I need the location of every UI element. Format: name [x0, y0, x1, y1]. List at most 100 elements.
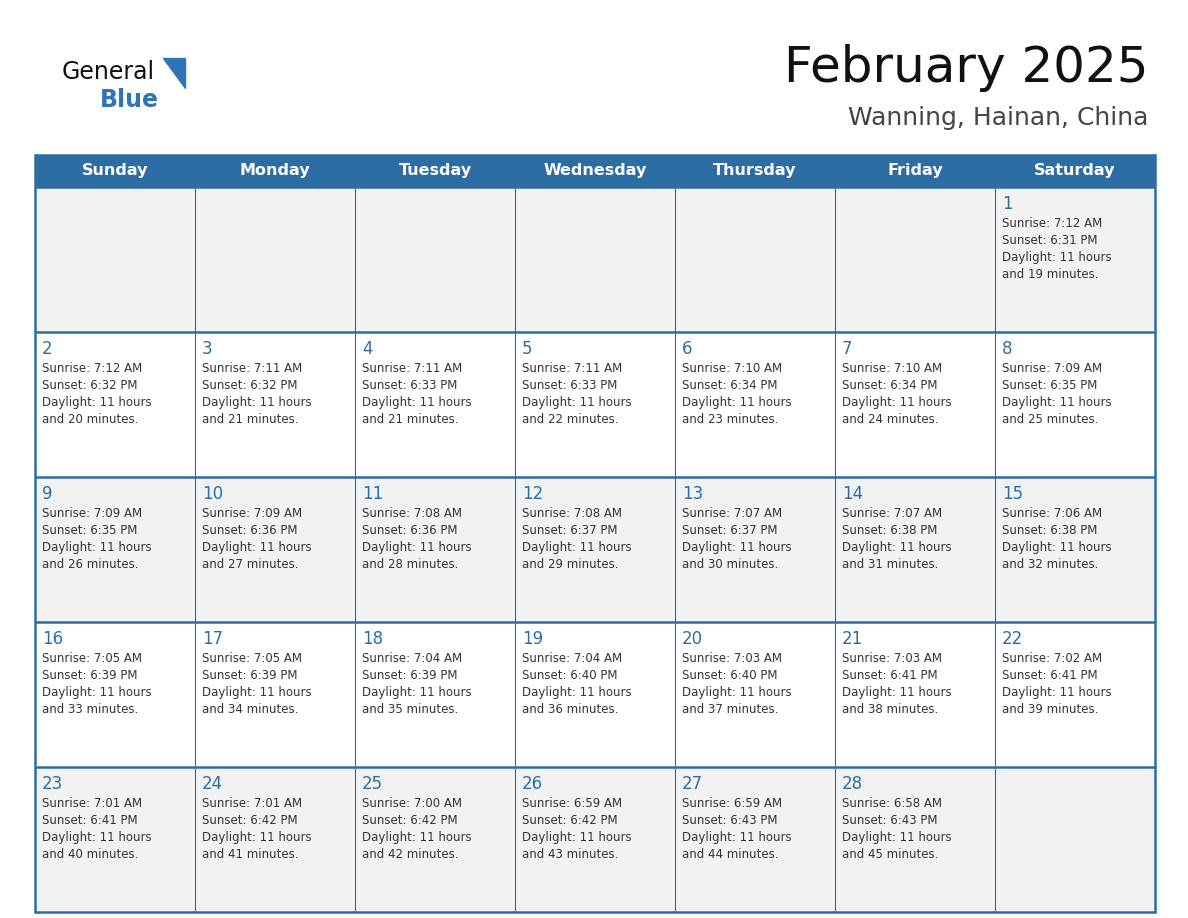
Text: 14: 14: [842, 485, 864, 503]
Text: Daylight: 11 hours: Daylight: 11 hours: [842, 541, 952, 554]
Text: and 26 minutes.: and 26 minutes.: [42, 558, 139, 571]
Text: Saturday: Saturday: [1035, 163, 1116, 178]
Text: Daylight: 11 hours: Daylight: 11 hours: [1001, 686, 1112, 699]
Text: and 19 minutes.: and 19 minutes.: [1001, 268, 1099, 281]
Text: Sunrise: 7:03 AM: Sunrise: 7:03 AM: [842, 652, 942, 665]
Text: Daylight: 11 hours: Daylight: 11 hours: [522, 541, 632, 554]
Text: Sunrise: 7:08 AM: Sunrise: 7:08 AM: [522, 507, 623, 520]
Text: Sunrise: 7:07 AM: Sunrise: 7:07 AM: [842, 507, 942, 520]
Text: and 28 minutes.: and 28 minutes.: [362, 558, 459, 571]
Bar: [34, 622, 1155, 767]
Text: Sunrise: 7:12 AM: Sunrise: 7:12 AM: [42, 362, 143, 375]
Text: Daylight: 11 hours: Daylight: 11 hours: [842, 686, 952, 699]
Text: Sunrise: 6:58 AM: Sunrise: 6:58 AM: [842, 797, 942, 810]
Text: Daylight: 11 hours: Daylight: 11 hours: [522, 831, 632, 844]
Text: Sunset: 6:42 PM: Sunset: 6:42 PM: [202, 814, 298, 827]
Text: and 30 minutes.: and 30 minutes.: [682, 558, 778, 571]
Bar: [34, 767, 1155, 912]
Text: Sunrise: 7:05 AM: Sunrise: 7:05 AM: [202, 652, 302, 665]
Text: Sunrise: 7:11 AM: Sunrise: 7:11 AM: [202, 362, 302, 375]
Text: Sunset: 6:34 PM: Sunset: 6:34 PM: [842, 379, 937, 392]
Text: 7: 7: [842, 340, 853, 358]
Text: and 36 minutes.: and 36 minutes.: [522, 703, 619, 716]
Text: 1: 1: [1001, 195, 1012, 213]
Text: Daylight: 11 hours: Daylight: 11 hours: [42, 396, 152, 409]
Bar: [34, 332, 1155, 477]
Text: Sunset: 6:41 PM: Sunset: 6:41 PM: [1001, 669, 1098, 682]
Text: Sunset: 6:38 PM: Sunset: 6:38 PM: [1001, 524, 1098, 537]
Text: Daylight: 11 hours: Daylight: 11 hours: [362, 686, 472, 699]
Text: Daylight: 11 hours: Daylight: 11 hours: [522, 686, 632, 699]
Text: Sunset: 6:37 PM: Sunset: 6:37 PM: [522, 524, 618, 537]
Text: 5: 5: [522, 340, 532, 358]
Text: and 23 minutes.: and 23 minutes.: [682, 413, 778, 426]
Text: Daylight: 11 hours: Daylight: 11 hours: [682, 541, 791, 554]
Text: Sunrise: 7:04 AM: Sunrise: 7:04 AM: [362, 652, 462, 665]
Text: 12: 12: [522, 485, 543, 503]
Text: Sunset: 6:41 PM: Sunset: 6:41 PM: [842, 669, 937, 682]
Text: February 2025: February 2025: [784, 44, 1148, 92]
Text: and 24 minutes.: and 24 minutes.: [842, 413, 939, 426]
Text: and 34 minutes.: and 34 minutes.: [202, 703, 298, 716]
Text: Sunrise: 7:03 AM: Sunrise: 7:03 AM: [682, 652, 782, 665]
Text: Blue: Blue: [100, 88, 159, 112]
Text: 2: 2: [42, 340, 52, 358]
Text: 27: 27: [682, 775, 703, 793]
Text: and 33 minutes.: and 33 minutes.: [42, 703, 138, 716]
Text: 9: 9: [42, 485, 52, 503]
Text: and 25 minutes.: and 25 minutes.: [1001, 413, 1099, 426]
Text: and 40 minutes.: and 40 minutes.: [42, 848, 138, 861]
Text: Sunrise: 7:06 AM: Sunrise: 7:06 AM: [1001, 507, 1102, 520]
Text: and 41 minutes.: and 41 minutes.: [202, 848, 298, 861]
Text: and 27 minutes.: and 27 minutes.: [202, 558, 298, 571]
Text: 17: 17: [202, 630, 223, 648]
Text: and 42 minutes.: and 42 minutes.: [362, 848, 459, 861]
Text: Thursday: Thursday: [713, 163, 797, 178]
Text: Daylight: 11 hours: Daylight: 11 hours: [202, 831, 311, 844]
Text: and 35 minutes.: and 35 minutes.: [362, 703, 459, 716]
Text: Sunset: 6:35 PM: Sunset: 6:35 PM: [42, 524, 138, 537]
Text: Daylight: 11 hours: Daylight: 11 hours: [522, 396, 632, 409]
Text: and 21 minutes.: and 21 minutes.: [202, 413, 298, 426]
Text: and 22 minutes.: and 22 minutes.: [522, 413, 619, 426]
Text: Daylight: 11 hours: Daylight: 11 hours: [42, 541, 152, 554]
Text: Sunrise: 7:10 AM: Sunrise: 7:10 AM: [842, 362, 942, 375]
Text: Sunrise: 7:11 AM: Sunrise: 7:11 AM: [522, 362, 623, 375]
Text: Sunset: 6:43 PM: Sunset: 6:43 PM: [842, 814, 937, 827]
Text: Sunrise: 7:09 AM: Sunrise: 7:09 AM: [202, 507, 302, 520]
Text: Sunset: 6:43 PM: Sunset: 6:43 PM: [682, 814, 777, 827]
Text: Sunset: 6:31 PM: Sunset: 6:31 PM: [1001, 234, 1098, 247]
Text: Daylight: 11 hours: Daylight: 11 hours: [202, 541, 311, 554]
Polygon shape: [163, 58, 185, 88]
Bar: [34, 477, 1155, 622]
Text: and 38 minutes.: and 38 minutes.: [842, 703, 939, 716]
Text: Sunset: 6:34 PM: Sunset: 6:34 PM: [682, 379, 777, 392]
Text: 23: 23: [42, 775, 63, 793]
Text: and 21 minutes.: and 21 minutes.: [362, 413, 459, 426]
Text: Sunrise: 7:05 AM: Sunrise: 7:05 AM: [42, 652, 143, 665]
Text: Tuesday: Tuesday: [398, 163, 472, 178]
Text: Sunset: 6:39 PM: Sunset: 6:39 PM: [202, 669, 297, 682]
Bar: [34, 155, 1155, 187]
Text: and 31 minutes.: and 31 minutes.: [842, 558, 939, 571]
Text: 6: 6: [682, 340, 693, 358]
Text: Friday: Friday: [887, 163, 943, 178]
Text: Sunset: 6:32 PM: Sunset: 6:32 PM: [202, 379, 297, 392]
Text: Daylight: 11 hours: Daylight: 11 hours: [682, 686, 791, 699]
Text: Sunday: Sunday: [82, 163, 148, 178]
Text: Sunset: 6:35 PM: Sunset: 6:35 PM: [1001, 379, 1098, 392]
Text: Sunset: 6:39 PM: Sunset: 6:39 PM: [362, 669, 457, 682]
Text: Sunrise: 7:07 AM: Sunrise: 7:07 AM: [682, 507, 782, 520]
Text: Sunset: 6:37 PM: Sunset: 6:37 PM: [682, 524, 777, 537]
Text: Sunset: 6:38 PM: Sunset: 6:38 PM: [842, 524, 937, 537]
Text: 24: 24: [202, 775, 223, 793]
Text: 15: 15: [1001, 485, 1023, 503]
Text: Daylight: 11 hours: Daylight: 11 hours: [1001, 541, 1112, 554]
Text: Sunset: 6:33 PM: Sunset: 6:33 PM: [522, 379, 618, 392]
Text: Sunrise: 7:04 AM: Sunrise: 7:04 AM: [522, 652, 623, 665]
Text: 25: 25: [362, 775, 383, 793]
Text: and 29 minutes.: and 29 minutes.: [522, 558, 619, 571]
Text: 10: 10: [202, 485, 223, 503]
Text: 13: 13: [682, 485, 703, 503]
Text: Daylight: 11 hours: Daylight: 11 hours: [1001, 396, 1112, 409]
